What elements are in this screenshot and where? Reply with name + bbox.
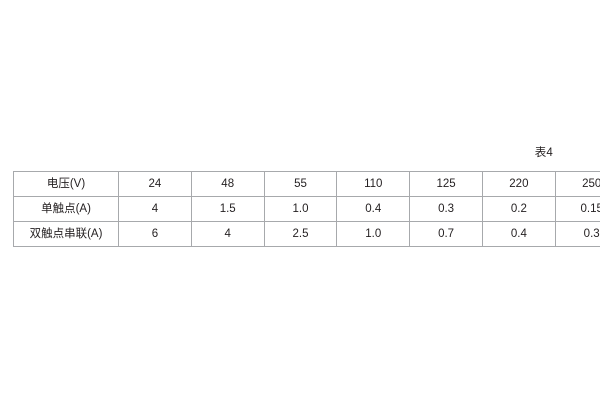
specification-table: 电压(V) 24 48 55 110 125 220 250 单触点(A) 4 … [13, 171, 600, 247]
cell-dual-contact-3: 1.0 [336, 221, 411, 247]
cell-voltage-3: 110 [336, 171, 411, 197]
cell-single-contact-2: 1.0 [263, 196, 338, 222]
cell-voltage-0: 24 [118, 171, 192, 197]
cell-single-contact-3: 0.4 [336, 196, 411, 222]
cell-voltage-2: 55 [263, 171, 338, 197]
cell-dual-contact-1: 4 [190, 221, 265, 247]
table-row: 单触点(A) 4 1.5 1.0 0.4 0.3 0.2 0.15 [13, 196, 600, 222]
cell-dual-contact-2: 2.5 [263, 221, 338, 247]
cell-single-contact-4: 0.3 [409, 196, 483, 222]
table-caption-label: 表4 [534, 147, 553, 159]
cell-voltage-6: 250 [554, 171, 600, 197]
row-header-single-contact: 单触点(A) [13, 196, 119, 222]
cell-voltage-5: 220 [481, 171, 556, 197]
table-row: 双触点串联(A) 6 4 2.5 1.0 0.7 0.4 0.3 [13, 221, 600, 247]
cell-single-contact-5: 0.2 [481, 196, 556, 222]
row-header-dual-contact-series: 双触点串联(A) [13, 221, 119, 247]
cell-voltage-4: 125 [409, 171, 483, 197]
cell-dual-contact-0: 6 [118, 221, 192, 247]
table-caption: 表4 [13, 146, 588, 161]
row-header-voltage: 电压(V) [13, 171, 119, 197]
cell-single-contact-0: 4 [118, 196, 192, 222]
cell-dual-contact-5: 0.4 [481, 221, 556, 247]
cell-dual-contact-4: 0.7 [409, 221, 483, 247]
cell-dual-contact-6: 0.3 [554, 221, 600, 247]
cell-single-contact-6: 0.15 [554, 196, 600, 222]
cell-voltage-1: 48 [190, 171, 265, 197]
table-row: 电压(V) 24 48 55 110 125 220 250 [13, 171, 600, 197]
cell-single-contact-1: 1.5 [190, 196, 265, 222]
table-body: 电压(V) 24 48 55 110 125 220 250 单触点(A) 4 … [13, 171, 600, 247]
